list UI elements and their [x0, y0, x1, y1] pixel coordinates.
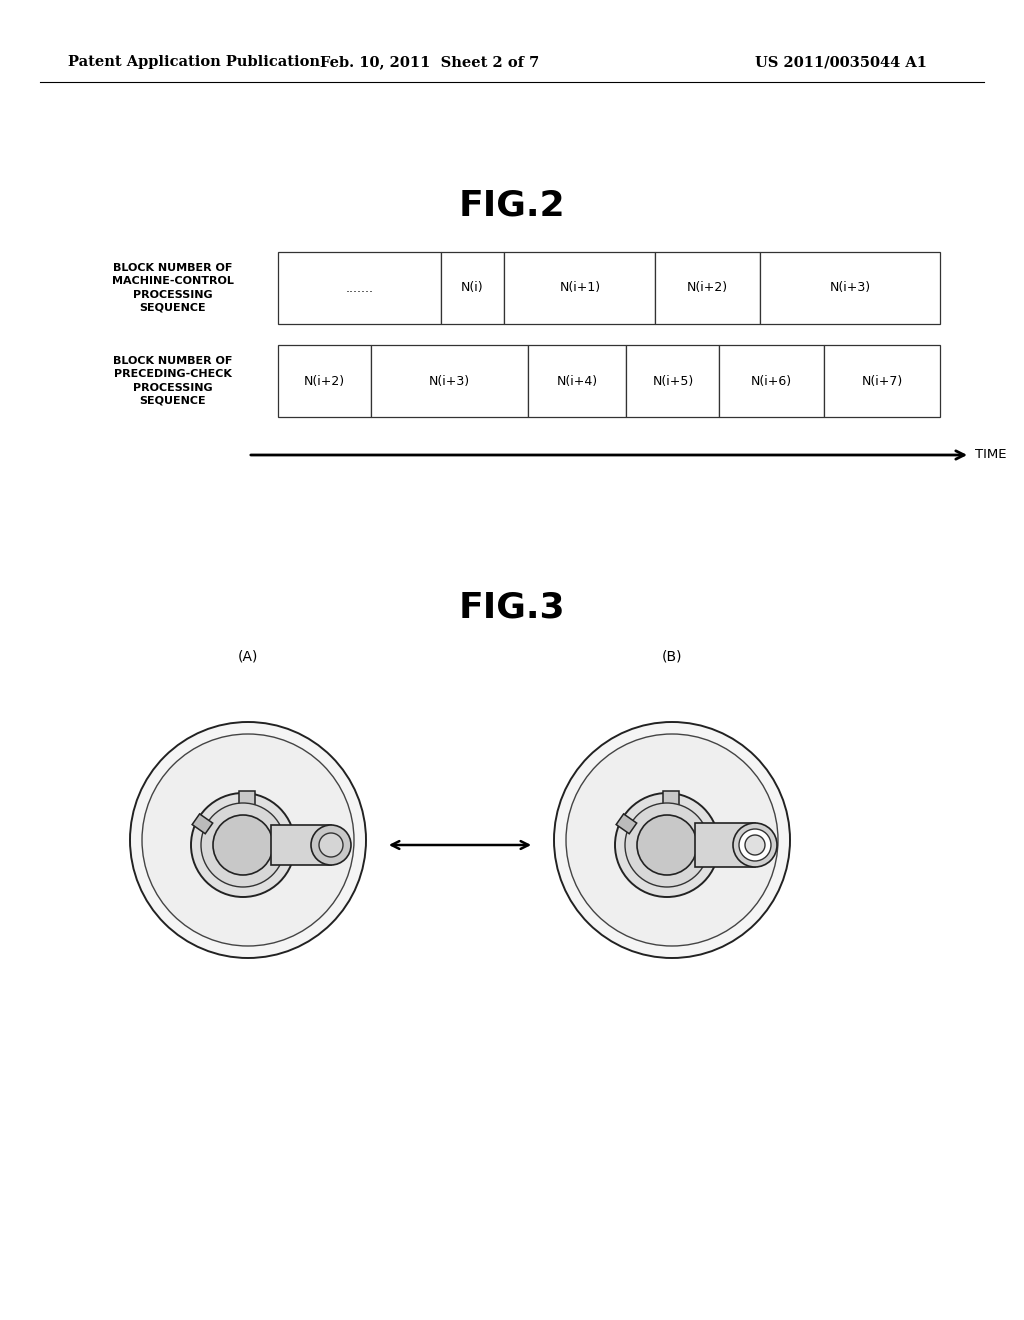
Text: N(i+1): N(i+1)	[559, 281, 600, 294]
Circle shape	[554, 722, 790, 958]
Circle shape	[191, 793, 295, 898]
Bar	[505, 252, 655, 323]
Text: N(i+4): N(i+4)	[556, 375, 598, 388]
Bar	[527, 345, 627, 417]
Text: TIME: TIME	[975, 449, 1007, 462]
Bar	[719, 345, 824, 417]
Circle shape	[319, 833, 343, 857]
Text: N(i): N(i)	[461, 281, 484, 294]
Text: .......: .......	[345, 281, 374, 294]
Text: US 2011/0035044 A1: US 2011/0035044 A1	[755, 55, 927, 69]
Circle shape	[130, 722, 366, 958]
Bar	[627, 345, 719, 417]
Bar	[278, 345, 371, 417]
Text: BLOCK NUMBER OF
PRECEDING-CHECK
PROCESSING
SEQUENCE: BLOCK NUMBER OF PRECEDING-CHECK PROCESSI…	[114, 356, 232, 405]
Text: Feb. 10, 2011  Sheet 2 of 7: Feb. 10, 2011 Sheet 2 of 7	[321, 55, 540, 69]
Text: N(i+3): N(i+3)	[429, 375, 470, 388]
Bar	[760, 252, 940, 323]
Text: N(i+7): N(i+7)	[861, 375, 902, 388]
Bar	[440, 252, 505, 323]
Bar	[655, 252, 760, 323]
Bar	[239, 791, 255, 833]
Text: BLOCK NUMBER OF
MACHINE-CONTROL
PROCESSING
SEQUENCE: BLOCK NUMBER OF MACHINE-CONTROL PROCESSI…	[112, 263, 233, 313]
Text: N(i+3): N(i+3)	[829, 281, 870, 294]
Circle shape	[637, 814, 697, 875]
Bar	[695, 822, 755, 867]
Circle shape	[213, 814, 273, 875]
Bar	[193, 814, 213, 834]
Circle shape	[615, 793, 719, 898]
Circle shape	[201, 803, 285, 887]
Circle shape	[142, 734, 354, 946]
Text: Patent Application Publication: Patent Application Publication	[68, 55, 319, 69]
Text: N(i+6): N(i+6)	[751, 375, 793, 388]
Bar	[278, 252, 440, 323]
Bar	[824, 345, 940, 417]
Text: FIG.2: FIG.2	[459, 187, 565, 222]
Bar	[616, 814, 637, 834]
Circle shape	[311, 825, 351, 865]
Circle shape	[625, 803, 709, 887]
Text: (B): (B)	[662, 649, 682, 663]
Text: N(i+5): N(i+5)	[652, 375, 693, 388]
Text: N(i+2): N(i+2)	[304, 375, 345, 388]
Bar	[371, 345, 527, 417]
Circle shape	[739, 829, 771, 861]
Text: (A): (A)	[238, 649, 258, 663]
Bar	[663, 791, 679, 833]
Circle shape	[745, 836, 765, 855]
Text: N(i+2): N(i+2)	[687, 281, 728, 294]
Bar	[271, 825, 331, 865]
Text: FIG.3: FIG.3	[459, 591, 565, 624]
Circle shape	[733, 822, 777, 867]
Circle shape	[566, 734, 778, 946]
